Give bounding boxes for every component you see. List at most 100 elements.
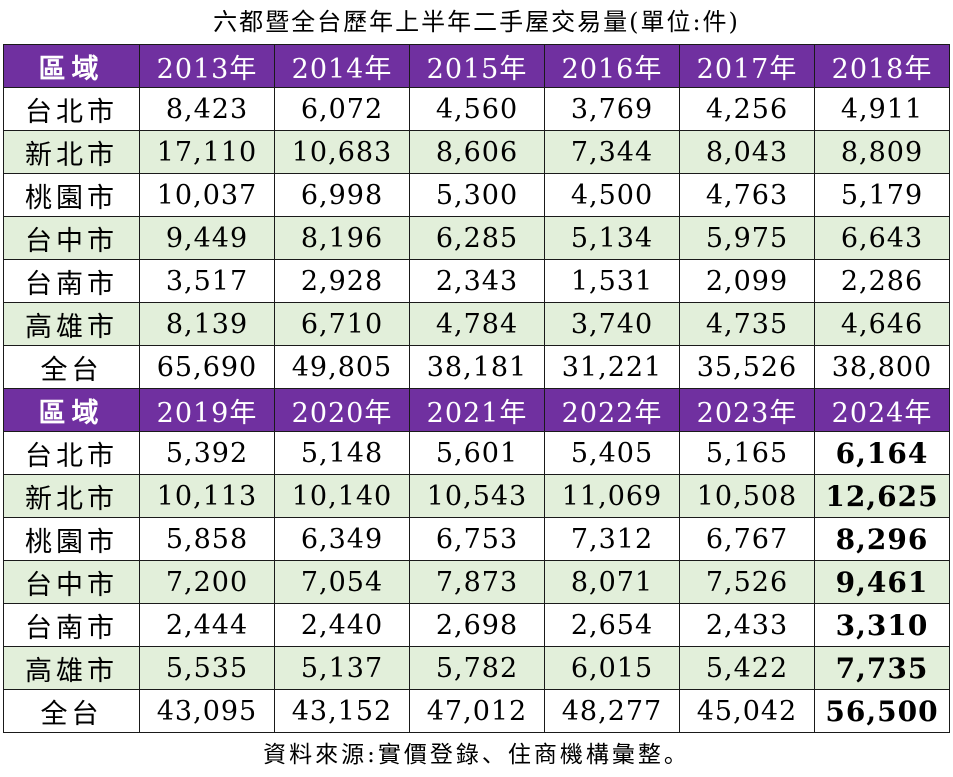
table-row: 全台 43,095 43,152 47,012 48,277 45,042 56,500	[3, 689, 950, 733]
value-cell: 43,095	[139, 689, 275, 733]
value-cell: 3,740	[544, 302, 680, 346]
year-header-row: 區域 2019年 2020年 2021年 2022年 2023年 2024年	[3, 388, 950, 432]
value-cell: 5,422	[679, 646, 815, 690]
value-cell: 12,625	[814, 474, 950, 518]
table-row: 台北市 5,392 5,148 5,601 5,405 5,165 6,164	[3, 431, 950, 475]
value-cell: 35,526	[679, 345, 815, 389]
region-cell: 新北市	[3, 130, 140, 174]
value-cell: 4,763	[679, 173, 815, 217]
year-header-cell: 2016年	[544, 44, 680, 88]
value-cell: 5,148	[274, 431, 410, 475]
year-header-cell: 2020年	[274, 388, 410, 432]
value-cell: 65,690	[139, 345, 275, 389]
value-cell: 7,526	[679, 560, 815, 604]
region-cell: 台南市	[3, 259, 140, 303]
value-cell: 2,343	[409, 259, 545, 303]
value-cell: 1,531	[544, 259, 680, 303]
value-cell: 31,221	[544, 345, 680, 389]
value-cell: 7,873	[409, 560, 545, 604]
year-header-cell: 2018年	[814, 44, 950, 88]
value-cell: 38,181	[409, 345, 545, 389]
value-cell: 6,643	[814, 216, 950, 260]
table-row: 桃園市 10,037 6,998 5,300 4,500 4,763 5,179	[3, 173, 950, 217]
year-header-cell: 2023年	[679, 388, 815, 432]
value-cell: 7,735	[814, 646, 950, 690]
value-cell: 2,433	[679, 603, 815, 647]
year-header-cell: 2019年	[139, 388, 275, 432]
table-row: 高雄市 5,535 5,137 5,782 6,015 5,422 7,735	[3, 646, 950, 690]
value-cell: 3,769	[544, 87, 680, 131]
value-cell: 45,042	[679, 689, 815, 733]
transaction-volume-table: 區域 2013年 2014年 2015年 2016年 2017年 2018年 台北市 8,423…	[3, 44, 950, 733]
value-cell: 4,911	[814, 87, 950, 131]
table-row: 新北市 17,110 10,683 8,606 7,344 8,043 8,809	[3, 130, 950, 174]
year-header-cell: 2017年	[679, 44, 815, 88]
region-header-cell: 區域	[3, 44, 140, 88]
value-cell: 5,601	[409, 431, 545, 475]
table-row: 台中市 7,200 7,054 7,873 8,071 7,526 9,461	[3, 560, 950, 604]
year-header-cell: 2013年	[139, 44, 275, 88]
year-header-cell: 2022年	[544, 388, 680, 432]
value-cell: 8,139	[139, 302, 275, 346]
region-cell: 高雄市	[3, 302, 140, 346]
table-row: 新北市 10,113 10,140 10,543 11,069 10,508 12,625	[3, 474, 950, 518]
region-cell: 台北市	[3, 87, 140, 131]
region-cell: 台中市	[3, 560, 140, 604]
year-header-row: 區域 2013年 2014年 2015年 2016年 2017年 2018年	[3, 44, 950, 88]
value-cell: 47,012	[409, 689, 545, 733]
value-cell: 2,099	[679, 259, 815, 303]
value-cell: 10,683	[274, 130, 410, 174]
value-cell: 6,164	[814, 431, 950, 475]
region-cell: 全台	[3, 689, 140, 733]
table-row: 台南市 2,444 2,440 2,698 2,654 2,433 3,310	[3, 603, 950, 647]
value-cell: 4,256	[679, 87, 815, 131]
value-cell: 38,800	[814, 345, 950, 389]
value-cell: 8,071	[544, 560, 680, 604]
value-cell: 8,606	[409, 130, 545, 174]
value-cell: 6,285	[409, 216, 545, 260]
source-note: 資料來源:實價登錄、住商機構彙整。	[263, 742, 690, 768]
value-cell: 6,015	[544, 646, 680, 690]
value-cell: 5,134	[544, 216, 680, 260]
table-row: 台南市 3,517 2,928 2,343 1,531 2,099 2,286	[3, 259, 950, 303]
region-cell: 全台	[3, 345, 140, 389]
value-cell: 7,200	[139, 560, 275, 604]
value-cell: 5,782	[409, 646, 545, 690]
value-cell: 2,444	[139, 603, 275, 647]
value-cell: 2,654	[544, 603, 680, 647]
value-cell: 10,113	[139, 474, 275, 518]
value-cell: 9,461	[814, 560, 950, 604]
value-cell: 43,152	[274, 689, 410, 733]
year-header-cell: 2024年	[814, 388, 950, 432]
table-row: 全台 65,690 49,805 38,181 31,221 35,526 38,800	[3, 345, 950, 389]
region-cell: 台南市	[3, 603, 140, 647]
value-cell: 17,110	[139, 130, 275, 174]
value-cell: 9,449	[139, 216, 275, 260]
value-cell: 5,975	[679, 216, 815, 260]
value-cell: 6,349	[274, 517, 410, 561]
region-cell: 桃園市	[3, 517, 140, 561]
value-cell: 4,560	[409, 87, 545, 131]
value-cell: 5,392	[139, 431, 275, 475]
table-row: 桃園市 5,858 6,349 6,753 7,312 6,767 8,296	[3, 517, 950, 561]
region-cell: 台北市	[3, 431, 140, 475]
value-cell: 2,440	[274, 603, 410, 647]
value-cell: 5,137	[274, 646, 410, 690]
table-row: 高雄市 8,139 6,710 4,784 3,740 4,735 4,646	[3, 302, 950, 346]
value-cell: 4,500	[544, 173, 680, 217]
table-row: 台中市 9,449 8,196 6,285 5,134 5,975 6,643	[3, 216, 950, 260]
value-cell: 5,535	[139, 646, 275, 690]
value-cell: 56,500	[814, 689, 950, 733]
value-cell: 5,300	[409, 173, 545, 217]
value-cell: 5,858	[139, 517, 275, 561]
value-cell: 8,809	[814, 130, 950, 174]
value-cell: 8,423	[139, 87, 275, 131]
value-cell: 6,710	[274, 302, 410, 346]
value-cell: 4,735	[679, 302, 815, 346]
value-cell: 7,312	[544, 517, 680, 561]
value-cell: 6,753	[409, 517, 545, 561]
value-cell: 2,698	[409, 603, 545, 647]
value-cell: 49,805	[274, 345, 410, 389]
region-cell: 新北市	[3, 474, 140, 518]
value-cell: 2,928	[274, 259, 410, 303]
